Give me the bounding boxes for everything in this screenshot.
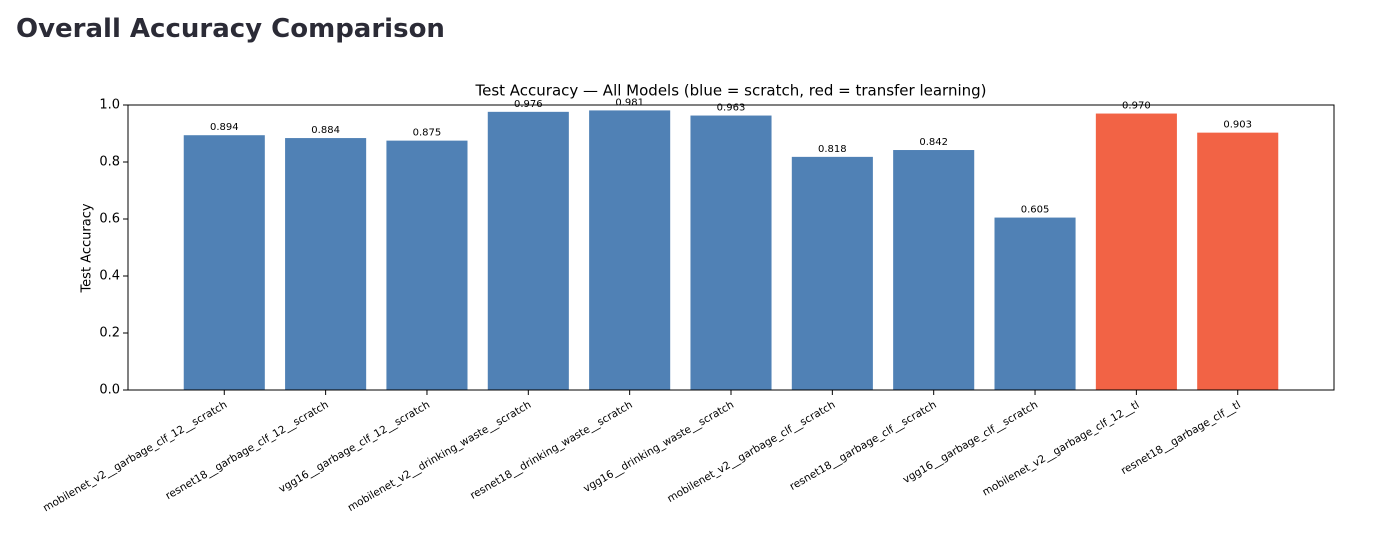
bar: [1197, 132, 1279, 390]
bar: [183, 135, 265, 390]
y-tick-label: 0.2: [99, 326, 120, 341]
bar: [994, 217, 1076, 390]
bar: [386, 140, 468, 390]
value-label: 0.894: [210, 122, 239, 133]
value-label: 0.970: [1122, 101, 1151, 112]
value-label: 0.981: [615, 97, 644, 108]
x-tick-label: mobilenet_v2__garbage_clf_12__scratch: [41, 399, 229, 515]
value-label: 0.605: [1021, 205, 1050, 216]
x-tick-label: mobilenet_v2__garbage_clf_12__tl: [980, 399, 1141, 499]
page-title: Overall Accuracy Comparison: [16, 14, 445, 44]
y-tick-label: 0.6: [99, 212, 120, 227]
value-label: 0.976: [514, 99, 543, 110]
axes-frame: [127, 104, 1335, 391]
x-tick-label: mobilenet_v2__drinking_waste__scratch: [346, 399, 534, 514]
value-label: 0.903: [1223, 120, 1252, 131]
value-label: 0.818: [818, 144, 847, 155]
bar: [1095, 113, 1177, 391]
value-label: 0.884: [311, 125, 340, 136]
bar: [589, 110, 671, 390]
value-label: 0.875: [413, 128, 442, 139]
y-tick-label: 0.8: [99, 155, 120, 170]
x-tick-label: resnet18__drinking_waste__scratch: [468, 399, 635, 502]
bar: [487, 111, 569, 390]
value-label: 0.842: [919, 137, 948, 148]
bar: [285, 138, 367, 390]
bar: [791, 156, 873, 390]
y-tick-label: 1.0: [99, 98, 120, 113]
y-tick-label: 0.4: [99, 269, 120, 284]
bar: [893, 150, 975, 390]
y-tick-label: 0.0: [99, 383, 120, 398]
x-tick-label: mobilenet_v2__garbage_clf__scratch: [665, 399, 837, 505]
x-tick-label: resnet18__garbage_clf_12__scratch: [164, 399, 331, 502]
value-label: 0.963: [717, 103, 746, 114]
y-axis-label: Test Accuracy: [80, 203, 95, 293]
bar: [690, 115, 772, 391]
chart-title: Test Accuracy — All Models (blue = scrat…: [474, 82, 986, 100]
